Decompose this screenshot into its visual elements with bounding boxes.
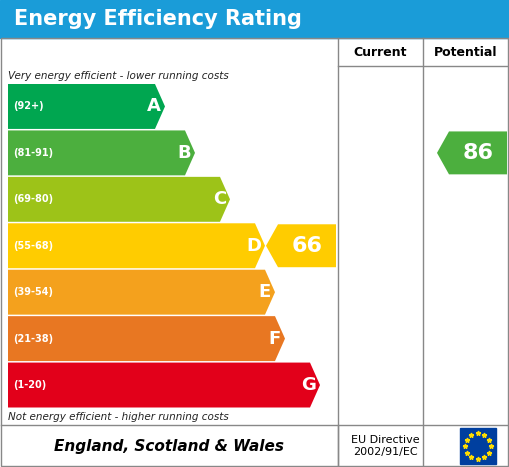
Text: D: D (246, 237, 261, 255)
Text: (81-91): (81-91) (13, 148, 53, 158)
Text: (55-68): (55-68) (13, 241, 53, 251)
Text: E: E (259, 283, 271, 301)
Bar (0, 0, 509, 38)
Polygon shape (8, 316, 285, 361)
Text: 2002/91/EC: 2002/91/EC (353, 447, 418, 457)
Text: Very energy efficient - lower running costs: Very energy efficient - lower running co… (8, 71, 229, 81)
Text: EU Directive: EU Directive (351, 435, 420, 445)
Text: (39-54): (39-54) (13, 287, 53, 297)
Polygon shape (8, 130, 195, 175)
Text: 86: 86 (463, 143, 494, 163)
Polygon shape (8, 362, 320, 408)
Text: 66: 66 (292, 236, 323, 256)
Polygon shape (437, 131, 507, 174)
Text: C: C (213, 191, 226, 208)
Polygon shape (8, 84, 165, 129)
Text: England, Scotland & Wales: England, Scotland & Wales (54, 439, 284, 453)
Text: Not energy efficient - higher running costs: Not energy efficient - higher running co… (8, 412, 229, 422)
Text: Energy Efficiency Rating: Energy Efficiency Rating (14, 9, 302, 29)
Polygon shape (8, 177, 230, 222)
Text: A: A (147, 98, 161, 115)
Text: Potential: Potential (434, 45, 497, 58)
Polygon shape (8, 270, 275, 315)
Polygon shape (266, 224, 336, 267)
Text: (1-20): (1-20) (13, 380, 46, 390)
Bar (460, 428, 496, 464)
Text: (92+): (92+) (13, 101, 44, 112)
Text: G: G (301, 376, 316, 394)
Text: (21-38): (21-38) (13, 333, 53, 344)
Text: F: F (269, 330, 281, 347)
Text: (69-80): (69-80) (13, 194, 53, 205)
Text: B: B (177, 144, 191, 162)
Polygon shape (8, 223, 265, 268)
Text: Current: Current (354, 45, 407, 58)
